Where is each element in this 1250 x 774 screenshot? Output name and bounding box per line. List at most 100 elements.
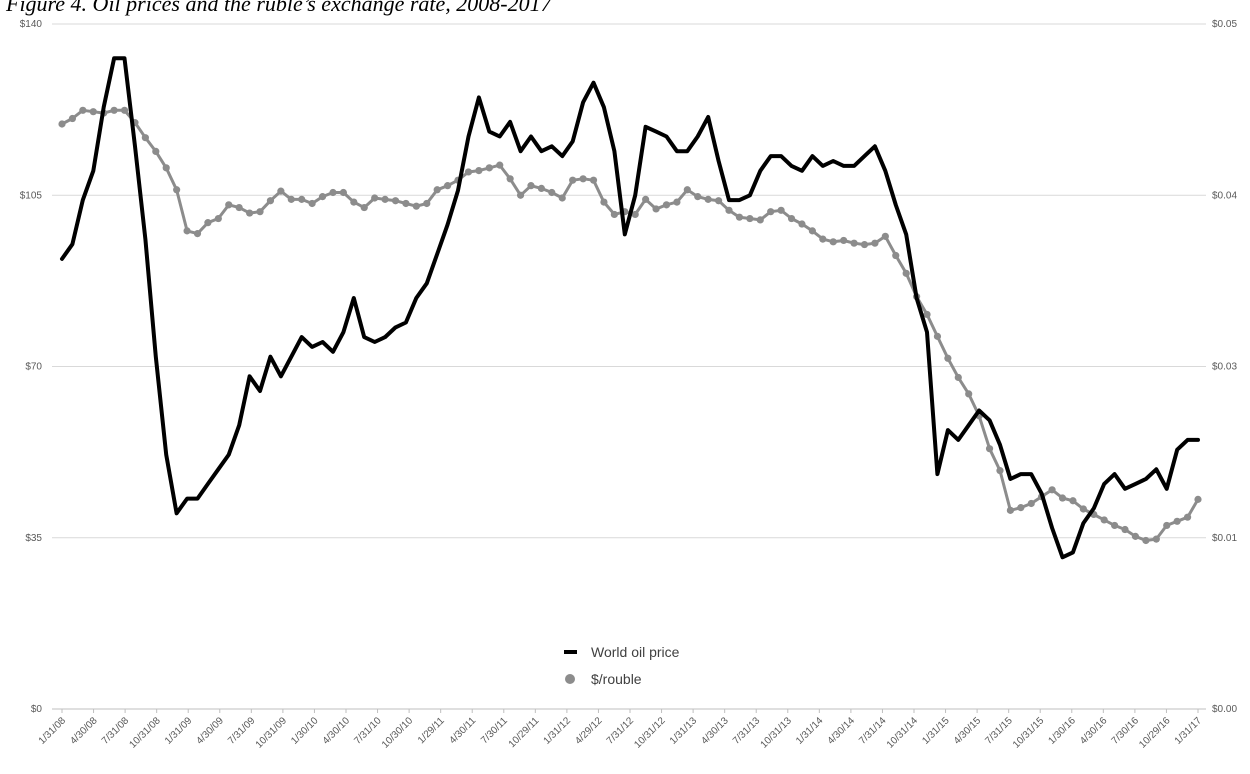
x-tick-label: 7/31/10 [352,715,384,747]
rouble-point [1163,522,1170,529]
rouble-point [381,196,388,203]
rouble-point [496,162,503,169]
x-tick-label: 4/30/10 [321,715,353,747]
rouble-point [236,204,243,211]
x-tick-label: 10/29/16 [1137,715,1173,751]
rouble-point [548,189,555,196]
x-tick-label: 4/30/14 [826,715,858,747]
rouble-point [173,186,180,193]
rouble-point [309,200,316,207]
x-tick-label: 10/31/13 [759,715,795,751]
rouble-point [882,233,889,240]
rouble-point [288,196,295,203]
rouble-point [809,227,816,234]
rouble-point [778,207,785,214]
x-tick-label: 1/29/11 [416,715,447,746]
x-tick-label: 10/31/12 [632,715,668,751]
rouble-point [652,205,659,212]
x-tick-label: 4/30/11 [447,715,478,746]
rouble-point [694,193,701,200]
x-tick-label: 7/30/16 [1110,715,1142,747]
rouble-point [538,185,545,192]
rouble-point [788,215,795,222]
rouble-point [1048,486,1055,493]
rouble-point [923,311,930,318]
rouble-point [1142,537,1149,544]
rouble-point [350,199,357,206]
rouble-point [444,182,451,189]
legend-label-oil-price: World oil price [591,644,680,660]
right-tick-label: $0.01 [1212,533,1237,544]
left-axis: $0$35$70$105$140 [20,19,43,715]
left-tick-label: $105 [20,190,43,201]
gridlines [52,24,1206,709]
right-tick-label: $0.00 [1212,704,1237,715]
rouble-point [1132,533,1139,540]
rouble-point [204,219,211,226]
rouble-point [736,214,743,221]
rouble-point [361,204,368,211]
left-tick-label: $35 [25,533,42,544]
rouble-point [1069,497,1076,504]
rouble-point [1111,522,1118,529]
rouble-point [152,148,159,155]
rouble-point [1028,500,1035,507]
rouble-point [319,193,326,200]
rouble-point [194,230,201,237]
x-tick-label: 1/31/09 [163,715,195,747]
rouble-point [434,186,441,193]
rouble-point [819,235,826,242]
rouble-point [1007,507,1014,514]
rouble-point [1101,516,1108,523]
legend-marker-swatch [565,674,575,684]
rouble-point [58,120,65,127]
x-tick-label: 10/31/08 [127,715,163,751]
x-tick-label: 7/31/09 [226,715,258,747]
rouble-point [402,200,409,207]
right-tick-label: $0.05 [1212,19,1237,30]
rouble-point [684,186,691,193]
rouble-point [673,199,680,206]
rouble-point [465,168,472,175]
rouble-point [1017,504,1024,511]
right-tick-label: $0.03 [1212,362,1237,373]
x-tick-label: 1/31/12 [542,715,574,747]
x-tick-label: 4/30/09 [195,715,227,747]
rouble-point [142,134,149,141]
x-tick-label: 1/31/15 [920,715,952,747]
x-tick-label: 4/30/16 [1078,715,1110,747]
x-tick-label: 1/31/14 [794,715,826,747]
legend-label-rouble: $/rouble [591,671,642,687]
rouble-point [90,108,97,115]
rouble-point [840,237,847,244]
rouble-point [1174,518,1181,525]
x-tick-label: 10/31/09 [254,715,290,751]
rouble-point [830,238,837,245]
rouble-point [642,196,649,203]
rouble-point [1153,536,1160,543]
rouble-point [903,270,910,277]
rouble-point [413,203,420,210]
rouble-point [69,115,76,122]
x-tick-label: 1/31/17 [1173,715,1205,747]
rouble-point [517,192,524,199]
x-tick-label: 7/31/08 [100,715,132,747]
rouble-point [183,227,190,234]
x-tick-label: 7/30/11 [479,715,510,746]
rouble-point [986,445,993,452]
rouble-point [423,200,430,207]
x-tick-label: 10/31/14 [885,715,921,751]
left-tick-label: $70 [25,362,42,373]
x-tick-label: 7/31/14 [857,715,889,747]
rouble-point [111,107,118,114]
rouble-point [507,175,514,182]
rouble-point [1059,494,1066,501]
figure-title: Figure 4. Oil prices and the ruble’s exc… [6,0,552,17]
x-tick-label: 4/30/15 [952,715,984,747]
x-tick-label: 1/30/10 [289,715,321,747]
rouble-point [861,241,868,248]
right-tick-label: $0.04 [1212,190,1237,201]
